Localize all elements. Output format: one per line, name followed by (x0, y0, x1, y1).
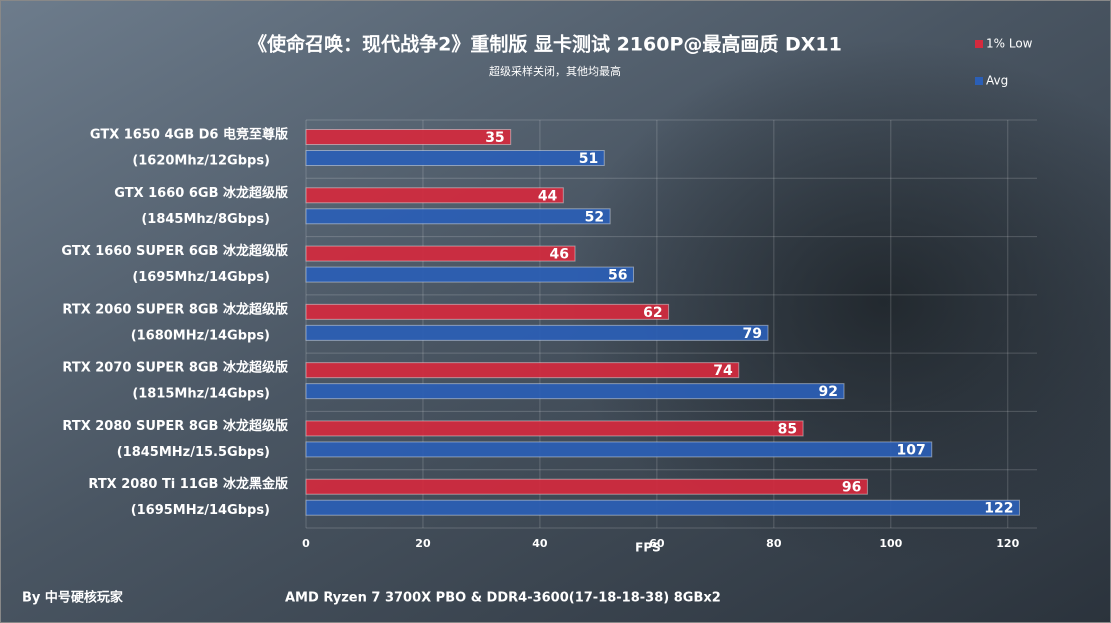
value-label: 96 (842, 480, 861, 496)
x-tick-label: 20 (415, 537, 431, 550)
y-tick-label: RTX 2060 SUPER 8GB 冰龙超级版 (62, 301, 288, 317)
chart-title: 《使命召唤：现代战争2》重制版 显卡测试 2160P@最高画质 DX11 (248, 33, 842, 56)
value-label: 51 (579, 151, 598, 167)
footer-center: AMD Ryzen 7 3700X PBO & DDR4-3600(17-18-… (285, 591, 721, 606)
bar (305, 324, 769, 341)
y-tick-label: (1620Mhz/12Gbps) (132, 154, 270, 169)
value-label: 62 (643, 305, 662, 321)
chart-subtitle: 超级采样关闭，其他均最高 (489, 64, 621, 78)
y-tick-label: RTX 2070 SUPER 8GB 冰龙超级版 (62, 360, 288, 376)
bar (305, 420, 804, 437)
x-tick-label: 100 (879, 537, 902, 550)
y-tick-label: (1680MHz/14Gbps) (131, 328, 270, 343)
value-label: 44 (538, 188, 558, 204)
value-label: 52 (585, 209, 604, 225)
x-tick-label: 120 (996, 537, 1019, 550)
legend-swatch (975, 40, 983, 48)
value-label: 107 (897, 442, 926, 458)
y-tick-label: (1845Mhz/8Gbps) (141, 212, 270, 227)
bar (305, 478, 868, 495)
y-tick-label: GTX 1650 4GB D6 电竞至尊版 (90, 127, 288, 143)
bar (305, 303, 670, 320)
value-label: 46 (550, 247, 569, 263)
value-label: 35 (485, 130, 504, 146)
bar (305, 383, 845, 400)
y-tick-label: (1695MHz/14Gbps) (131, 503, 270, 518)
x-tick-label: 0 (302, 537, 310, 550)
bar (305, 208, 611, 225)
y-tick-label: (1695Mhz/14Gbps) (132, 270, 270, 285)
y-tick-label: GTX 1660 6GB 冰龙超级版 (114, 185, 288, 201)
x-axis-label: FPS (635, 541, 661, 555)
value-label: 79 (743, 326, 762, 342)
footer-left: By 中号硬核玩家 (22, 590, 124, 606)
bar (305, 441, 933, 458)
value-label: 85 (778, 421, 797, 437)
legend-swatch (975, 77, 983, 85)
y-tick-label: GTX 1660 SUPER 6GB 冰龙超级版 (61, 243, 288, 259)
bar (305, 362, 740, 379)
value-label: 74 (713, 363, 733, 379)
y-tick-label: (1815Mhz/14Gbps) (132, 387, 270, 402)
y-tick-label: RTX 2080 Ti 11GB 冰龙黑金版 (88, 476, 288, 492)
x-tick-label: 40 (532, 537, 548, 550)
bar (305, 245, 576, 262)
bar (305, 187, 564, 204)
legend-label: Avg (986, 74, 1008, 88)
value-label: 56 (608, 268, 627, 284)
bar (305, 266, 634, 283)
y-tick-label: (1845MHz/15.5Gbps) (117, 445, 270, 460)
value-label: 122 (984, 501, 1013, 517)
bar (305, 499, 1020, 516)
y-tick-label: RTX 2080 SUPER 8GB 冰龙超级版 (62, 418, 288, 434)
bar (305, 150, 605, 166)
bar (305, 129, 512, 145)
legend-label: 1% Low (986, 37, 1033, 51)
x-tick-label: 80 (766, 537, 782, 550)
value-label: 92 (819, 384, 838, 400)
x-tick-label: 60 (649, 537, 665, 550)
